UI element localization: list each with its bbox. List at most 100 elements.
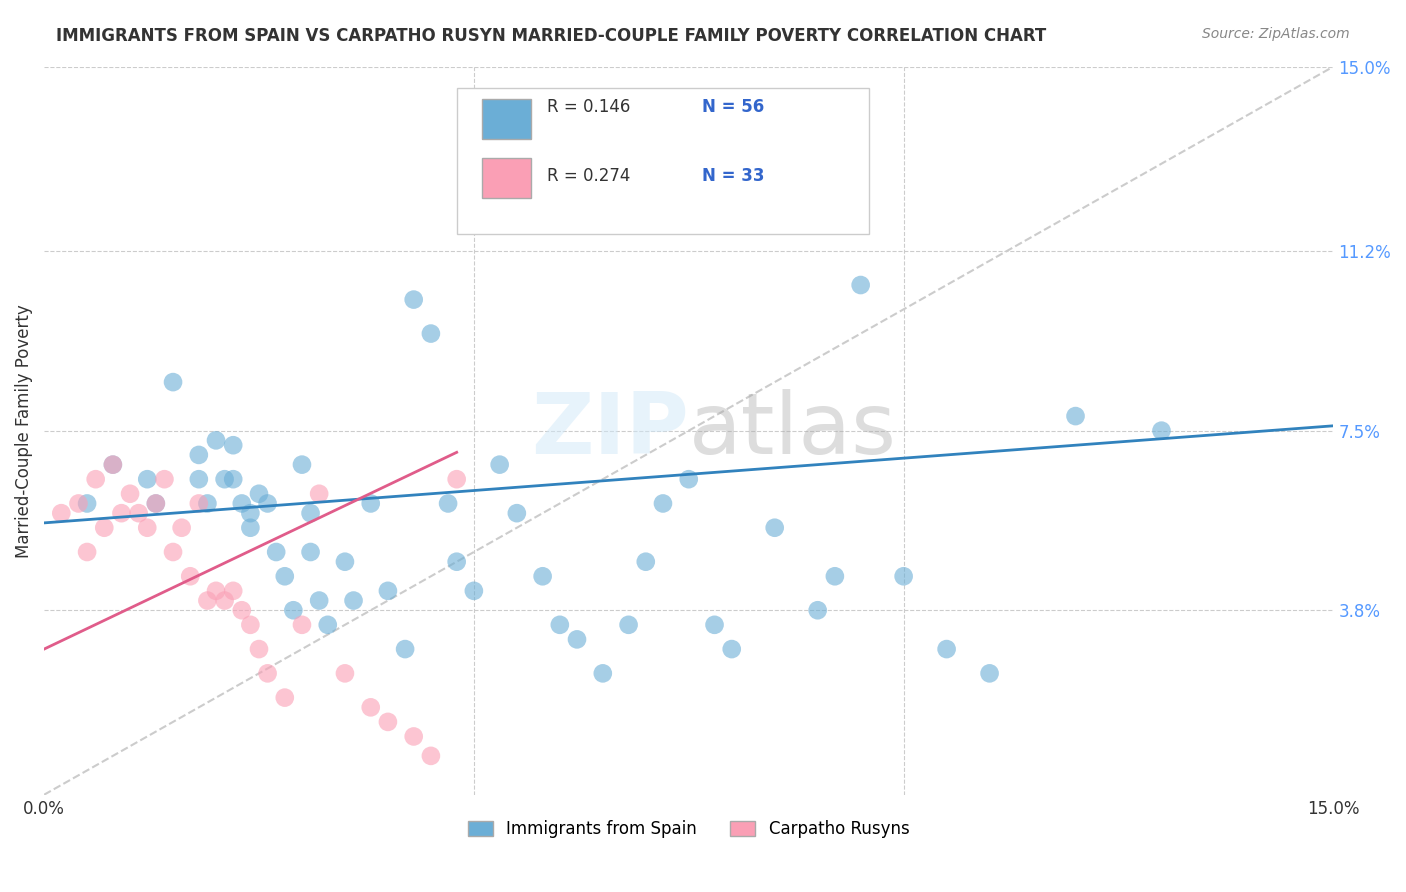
Point [187,472,209,486]
Point [179,569,201,583]
Point [128,506,150,520]
Text: N = 56: N = 56 [702,97,763,116]
Point [231,603,253,617]
Point [360,496,382,510]
Point [652,496,675,510]
Point [197,593,219,607]
Point [291,458,314,472]
Point [291,617,314,632]
Point [247,487,270,501]
Text: atlas: atlas [689,389,897,472]
Point [377,714,399,729]
Point [565,632,588,647]
Legend: Immigrants from Spain, Carpatho Rusyns: Immigrants from Spain, Carpatho Rusyns [461,814,917,845]
Point [170,521,193,535]
Point [76,545,98,559]
Point [110,506,132,520]
Text: R = 0.146: R = 0.146 [547,97,630,116]
Point [162,375,184,389]
Point [222,472,245,486]
Point [283,603,305,617]
Point [222,438,245,452]
Point [1064,409,1087,423]
Point [979,666,1001,681]
FancyBboxPatch shape [482,158,531,198]
Point [145,496,167,510]
Point [531,569,554,583]
Point [446,555,468,569]
Point [231,496,253,510]
Point [488,458,510,472]
Point [807,603,830,617]
Point [101,458,124,472]
Point [308,487,330,501]
Point [187,496,209,510]
Point [76,496,98,510]
Point [120,487,142,501]
FancyBboxPatch shape [457,88,869,234]
Point [239,617,262,632]
Point [703,617,725,632]
Point [84,472,107,486]
Point [763,521,786,535]
Point [849,278,872,293]
Point [548,617,571,632]
Point [437,496,460,510]
Point [446,472,468,486]
Text: ZIP: ZIP [531,389,689,472]
Point [264,545,287,559]
Point [463,583,485,598]
Point [333,555,356,569]
Point [308,593,330,607]
Point [256,666,278,681]
Point [214,593,236,607]
Point [222,583,245,598]
Point [239,506,262,520]
Point [274,569,297,583]
Point [419,748,441,763]
Point [136,472,159,486]
Point [506,506,529,520]
Point [360,700,382,714]
Point [239,521,262,535]
Point [205,583,228,598]
Point [377,583,399,598]
Point [93,521,115,535]
Point [402,293,425,307]
Point [51,506,73,520]
Point [617,617,640,632]
Point [162,545,184,559]
Text: R = 0.274: R = 0.274 [547,167,630,185]
Point [893,569,915,583]
Point [247,642,270,657]
Point [153,472,176,486]
Point [136,521,159,535]
Point [205,434,228,448]
Point [634,555,657,569]
Point [187,448,209,462]
Point [394,642,416,657]
Point [214,472,236,486]
Point [197,496,219,510]
Point [678,472,700,486]
Point [101,458,124,472]
Y-axis label: Married-Couple Family Poverty: Married-Couple Family Poverty [15,304,32,558]
Point [419,326,441,341]
Point [274,690,297,705]
Point [824,569,846,583]
FancyBboxPatch shape [482,99,531,139]
Point [256,496,278,510]
Point [316,617,339,632]
Text: Source: ZipAtlas.com: Source: ZipAtlas.com [1202,27,1350,41]
Point [720,642,742,657]
Point [145,496,167,510]
Point [299,506,322,520]
Point [342,593,364,607]
Text: IMMIGRANTS FROM SPAIN VS CARPATHO RUSYN MARRIED-COUPLE FAMILY POVERTY CORRELATIO: IMMIGRANTS FROM SPAIN VS CARPATHO RUSYN … [56,27,1046,45]
Point [402,730,425,744]
Point [935,642,957,657]
Point [1150,424,1173,438]
Point [333,666,356,681]
Text: N = 33: N = 33 [702,167,763,185]
Point [299,545,322,559]
